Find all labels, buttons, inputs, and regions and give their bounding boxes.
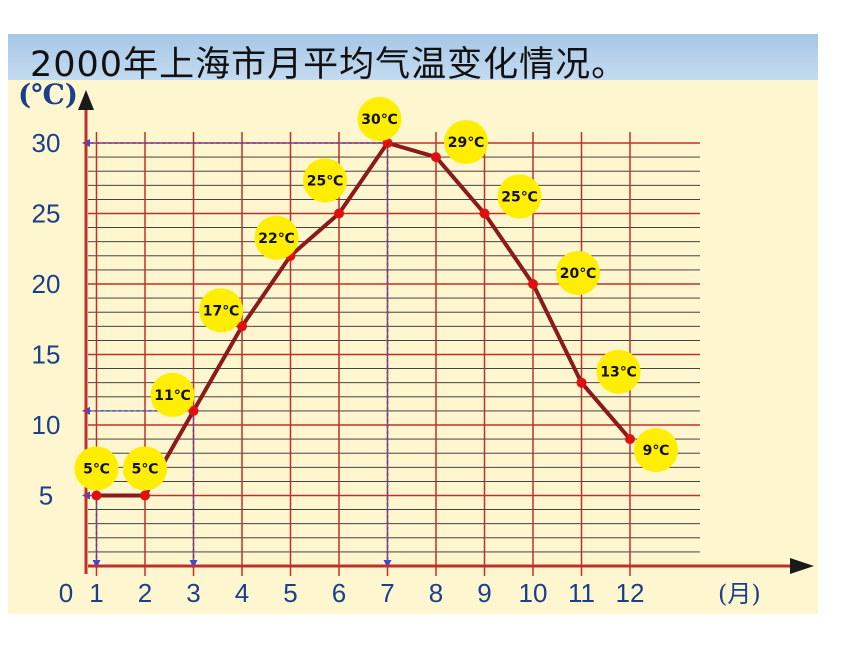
data-label-badge — [596, 349, 641, 394]
data-label-badge — [199, 288, 243, 333]
data-label: 11℃ — [154, 388, 190, 404]
data-point — [140, 490, 150, 501]
title-band: 2000年上海市月平均气温变化情况。 — [8, 34, 818, 85]
y-tick-label: 15 — [32, 340, 61, 370]
x-tick-label: 7 — [380, 578, 394, 608]
x-tick-label: 9 — [477, 578, 491, 608]
data-label: 9℃ — [643, 443, 670, 459]
x-axis-arrow — [790, 558, 814, 574]
y-tick-label: 10 — [32, 410, 61, 440]
x-tick-label: 11 — [568, 578, 595, 608]
data-label: 30℃ — [361, 112, 397, 128]
data-label-badge — [123, 446, 167, 491]
data-label-badge — [444, 120, 488, 165]
line-chart: 5℃ 5℃11℃17℃22℃25℃30℃29℃25℃20℃13℃9℃ 510152… — [18, 78, 814, 608]
y-tick-label: 20 — [32, 269, 61, 299]
y-axis-label: (℃) — [18, 78, 78, 111]
data-label: 5℃ — [83, 462, 110, 478]
y-tick-label: 30 — [32, 128, 61, 158]
data-label-badge — [303, 158, 347, 203]
data-label: 17℃ — [203, 303, 239, 319]
y-axis-arrow — [78, 90, 94, 110]
data-point — [479, 208, 490, 219]
data-label: 25℃ — [307, 174, 343, 190]
y-tick-label: 5 — [39, 481, 53, 511]
x-tick-label: 5 — [283, 578, 297, 608]
data-point — [91, 490, 102, 501]
chart-title: 2000年上海市月平均气温变化情况。 — [30, 45, 628, 85]
x-tick-label: 12 — [616, 578, 645, 608]
x-tick-label: 6 — [332, 578, 346, 608]
data-point — [382, 138, 393, 148]
data-label: 29℃ — [448, 135, 484, 151]
axes — [78, 90, 814, 574]
data-label-badge — [150, 372, 195, 417]
x-tick-label: 4 — [235, 578, 249, 608]
x-axis-label: (月) — [718, 580, 761, 608]
slide: 2000年上海市月平均气温变化情况。 5℃ 5℃ 11℃ 17℃ 22℃ 25℃ 30℃ 29… — [8, 34, 818, 614]
data-point — [576, 377, 587, 388]
data-label-badge — [357, 97, 402, 141]
series-line — [96, 141, 632, 498]
guide-arrow-down — [189, 560, 198, 568]
data-label-badge — [74, 446, 119, 491]
x-tick-label: 1 — [89, 578, 103, 608]
y-tick-label: 25 — [32, 199, 61, 229]
data-label-badge — [556, 251, 600, 295]
x-tick-label: 2 — [138, 578, 152, 608]
data-point — [334, 208, 344, 219]
data-point — [528, 279, 538, 289]
guide-arrow-down — [383, 560, 392, 568]
series — [91, 138, 635, 501]
origin-label: 0 — [59, 578, 73, 608]
guide-arrow-down — [92, 560, 101, 568]
data-label: 25℃ — [501, 190, 537, 206]
x-tick-label: 8 — [429, 578, 443, 608]
data-label: 5℃ — [132, 462, 159, 478]
data-point — [625, 434, 635, 445]
x-tick-label: 3 — [186, 578, 200, 608]
data-point — [188, 405, 199, 416]
data-label-badge — [497, 174, 542, 219]
data-point — [431, 152, 441, 163]
data-labels: 5℃ 5℃ 11℃ 17℃ 22℃ 25℃ 30℃ 29℃ 25℃ 20℃ 13℃ 9℃ — [74, 97, 678, 491]
data-label: 13℃ — [600, 365, 636, 381]
data-point — [237, 321, 247, 332]
data-label: 20℃ — [560, 266, 596, 282]
data-label-badge — [634, 428, 678, 473]
data-label: 22℃ — [258, 231, 294, 247]
data-label-badge — [254, 215, 299, 260]
x-tick-label: 10 — [519, 578, 548, 608]
